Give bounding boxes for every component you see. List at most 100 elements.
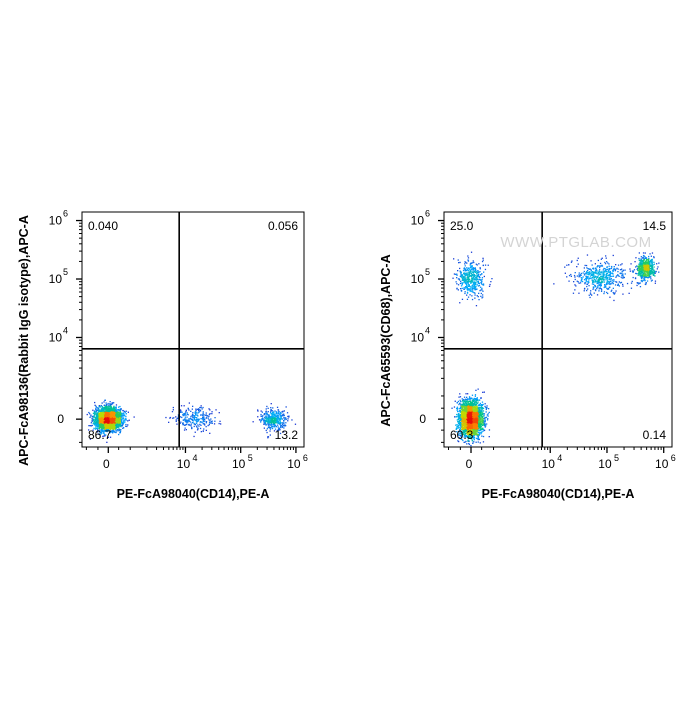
event-dot: [185, 415, 186, 416]
event-dot: [126, 419, 127, 420]
x-tick-exponent: 4: [192, 453, 197, 463]
event-dot: [105, 410, 106, 411]
event-dot: [486, 411, 487, 412]
event-dot: [118, 429, 119, 430]
event-dot: [192, 414, 193, 415]
event-dot: [468, 443, 469, 444]
x-tick-exponent: 5: [248, 453, 253, 463]
event-dot: [188, 418, 189, 419]
event-dot: [267, 421, 268, 422]
event-dot: [185, 412, 186, 413]
event-dot: [466, 397, 467, 398]
event-dot: [203, 411, 204, 412]
event-dot: [458, 425, 459, 426]
event-dot: [260, 414, 261, 415]
event-dot: [88, 425, 89, 426]
event-dot: [201, 407, 202, 408]
event-dot: [189, 402, 190, 403]
event-dot: [270, 429, 271, 430]
event-dot: [456, 424, 457, 425]
event-dot: [197, 420, 198, 421]
event-dot: [200, 418, 201, 419]
event-dot: [96, 419, 97, 420]
event-dot: [277, 407, 278, 408]
event-dot: [123, 418, 124, 419]
event-dot: [111, 415, 112, 416]
event-dot: [187, 412, 188, 413]
event-dot: [281, 416, 282, 417]
event-dot: [188, 424, 189, 425]
event-dot: [478, 441, 479, 442]
event-dot: [211, 413, 212, 414]
event-dot: [188, 419, 189, 420]
event-dot: [111, 423, 112, 424]
event-dot: [271, 403, 272, 404]
event-dot: [262, 415, 263, 416]
event-dot: [264, 423, 265, 424]
event-dot: [186, 429, 187, 430]
event-dot: [284, 410, 285, 411]
event-dot: [96, 418, 97, 419]
event-dot: [482, 402, 483, 403]
event-dot: [116, 420, 117, 421]
event-dot: [202, 415, 203, 416]
event-dot: [457, 419, 458, 420]
event-dot: [186, 417, 187, 418]
event-dot: [480, 403, 481, 404]
event-dot: [99, 425, 100, 426]
event-dot: [272, 426, 273, 427]
event-dot: [115, 422, 116, 423]
event-dot: [184, 429, 185, 430]
event-dot: [264, 414, 265, 415]
event-dot: [209, 420, 210, 421]
event-dot: [264, 428, 265, 429]
event-dot: [266, 414, 267, 415]
event-dot: [110, 413, 111, 414]
event-dot: [271, 421, 272, 422]
y-tick-label: 10: [49, 214, 63, 228]
event-dot: [475, 394, 476, 395]
event-dot: [190, 416, 191, 417]
event-dot: [280, 419, 281, 420]
event-dot: [220, 423, 221, 424]
event-dot: [114, 428, 115, 429]
event-dot: [87, 414, 88, 415]
event-dot: [108, 414, 109, 415]
event-dot: [295, 424, 296, 425]
event-dot: [96, 421, 97, 422]
event-dot: [488, 408, 489, 409]
event-dot: [120, 416, 121, 417]
event-dot: [187, 414, 188, 415]
event-dot: [113, 407, 114, 408]
event-dot: [101, 419, 102, 420]
event-dot: [104, 424, 105, 425]
event-dot: [466, 402, 467, 403]
event-dot: [127, 424, 128, 425]
event-dot: [109, 416, 110, 417]
event-dot: [186, 422, 187, 423]
event-dot: [276, 416, 277, 417]
event-dot: [99, 419, 100, 420]
event-dot: [278, 413, 279, 414]
event-dot: [114, 412, 115, 413]
event-dot: [168, 422, 169, 423]
event-dot: [176, 424, 177, 425]
event-dot: [103, 420, 104, 421]
event-dot: [99, 417, 100, 418]
event-dot: [100, 406, 101, 407]
event-dot: [195, 410, 196, 411]
event-dot: [455, 425, 456, 426]
event-dot: [197, 415, 198, 416]
event-dot: [265, 416, 266, 417]
event-dot: [200, 414, 201, 415]
event-dot: [107, 412, 108, 413]
event-dot: [287, 416, 288, 417]
event-dot: [103, 417, 104, 418]
event-dot: [119, 406, 120, 407]
x-tick-label: 10: [177, 457, 191, 471]
event-dot: [275, 415, 276, 416]
event-dot: [195, 414, 196, 415]
event-dot: [482, 428, 483, 429]
event-dot: [483, 441, 484, 442]
